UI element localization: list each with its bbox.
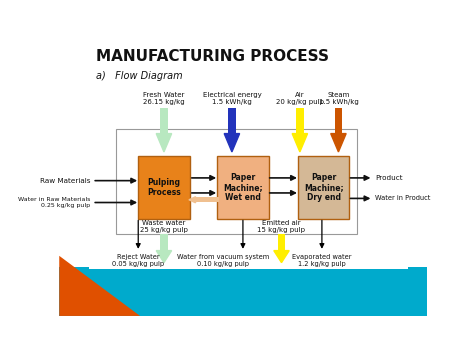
Text: Product: Product — [375, 175, 403, 181]
FancyBboxPatch shape — [138, 156, 190, 219]
Bar — [296, 108, 303, 133]
Bar — [160, 108, 168, 133]
Polygon shape — [156, 251, 172, 263]
Text: Electrical energy
1.5 kWh/kg: Electrical energy 1.5 kWh/kg — [202, 92, 261, 105]
Text: Paper
Machine;
Dry end: Paper Machine; Dry end — [304, 173, 344, 202]
Text: a)   Flow Diagram: a) Flow Diagram — [96, 71, 182, 81]
Polygon shape — [274, 251, 289, 263]
Text: Evaporated water
1.2 kg/kg pulp: Evaporated water 1.2 kg/kg pulp — [292, 255, 352, 267]
Text: Water in Raw Materials
0.25 kg/kg pulp: Water in Raw Materials 0.25 kg/kg pulp — [18, 197, 91, 208]
Text: Pulping
Process: Pulping Process — [147, 178, 181, 197]
Text: Paper
Machine;
Wet end: Paper Machine; Wet end — [223, 173, 263, 202]
Text: Water from vacuum system
0.10 kg/kg pulp: Water from vacuum system 0.10 kg/kg pulp — [177, 255, 269, 267]
Text: Waste water
25 kg/kg pulp: Waste water 25 kg/kg pulp — [140, 220, 188, 233]
Bar — [278, 234, 285, 251]
Text: Reject Water
0.05 kg/kg pulp: Reject Water 0.05 kg/kg pulp — [112, 255, 164, 267]
Text: MANUFACTURING PROCESS: MANUFACTURING PROCESS — [96, 49, 329, 65]
Bar — [228, 108, 236, 133]
Bar — [116, 129, 357, 234]
Text: Fresh Water
26.15 kg/kg: Fresh Water 26.15 kg/kg — [143, 92, 185, 105]
Polygon shape — [156, 133, 172, 152]
Bar — [160, 234, 168, 251]
Text: Steam
1.5 kWh/kg: Steam 1.5 kWh/kg — [319, 92, 358, 105]
Text: Raw Materials: Raw Materials — [40, 178, 91, 184]
Polygon shape — [331, 133, 346, 152]
Polygon shape — [224, 133, 240, 152]
Text: Water in Product: Water in Product — [375, 195, 430, 201]
FancyBboxPatch shape — [217, 156, 269, 219]
Polygon shape — [59, 256, 140, 316]
Text: Air
20 kg/kg pulp: Air 20 kg/kg pulp — [276, 92, 324, 105]
Bar — [196, 197, 219, 202]
Bar — [59, 267, 427, 316]
FancyBboxPatch shape — [298, 156, 349, 219]
FancyBboxPatch shape — [89, 48, 408, 269]
Text: Emitted air
15 kg/kg pulp: Emitted air 15 kg/kg pulp — [257, 220, 306, 233]
Polygon shape — [189, 197, 196, 203]
Bar — [335, 108, 342, 133]
Polygon shape — [292, 133, 308, 152]
